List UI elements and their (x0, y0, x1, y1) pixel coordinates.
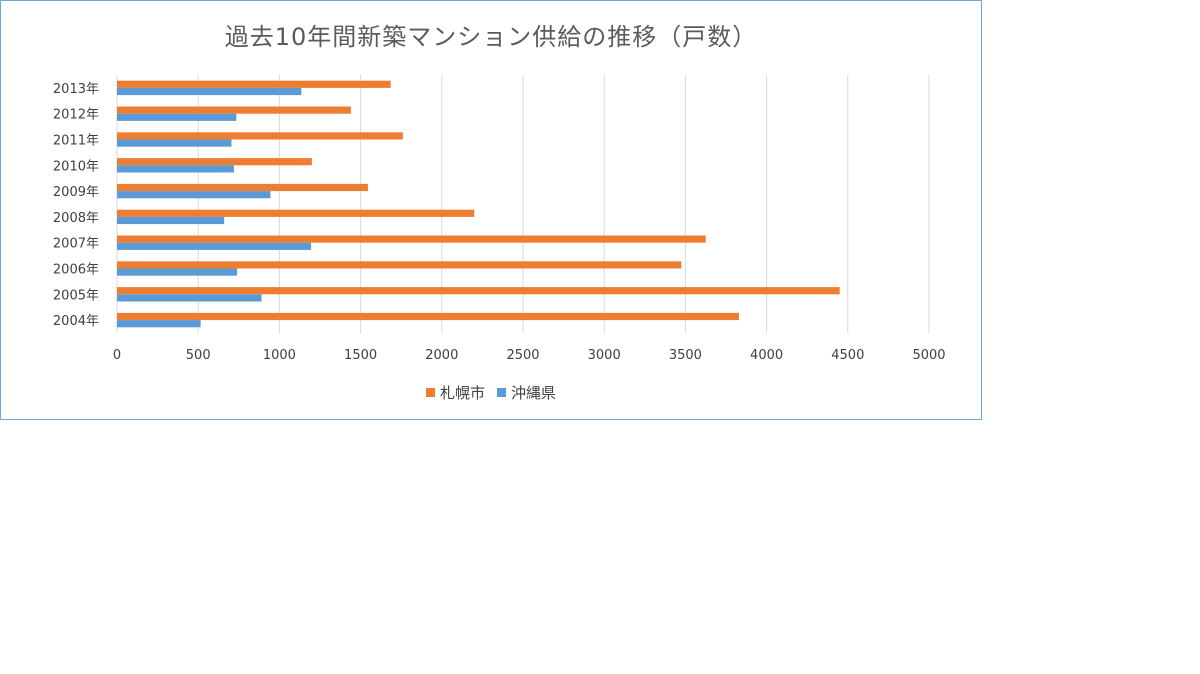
bar-series-2-5 (117, 216, 225, 225)
bar-series-2-4 (117, 242, 312, 250)
bar-series-2-7 (117, 165, 234, 173)
y-tick-label: 2004年 (53, 314, 99, 329)
chart-frame: 過去10年間新築マンション供給の推移（戸数） 2004年 2005年 2006年 20… (0, 0, 982, 420)
bar-series-1-8 (117, 132, 403, 140)
x-tick-label: 4000 (750, 348, 783, 363)
bar-series-1-3 (117, 261, 682, 269)
y-tick-label: 2009年 (53, 185, 99, 200)
y-tick-label: 2013年 (53, 82, 99, 97)
bar-series-2-10 (117, 87, 302, 96)
y-tick-label: 2006年 (53, 263, 99, 278)
y-tick-label: 2008年 (53, 211, 99, 226)
x-tick-label: 4500 (831, 348, 864, 363)
x-tick-label: 1500 (344, 348, 377, 363)
bar-series-1-7 (117, 158, 312, 166)
x-tick-label: 5000 (912, 348, 945, 363)
bar-series-2-9 (117, 113, 237, 121)
y-tick-label: 2010年 (53, 159, 99, 174)
legend-label-series-2: 沖縄県 (511, 384, 557, 402)
bar-series-1-9 (117, 106, 351, 114)
chart-plot: 2004年 2005年 2006年 2007年 2008年 2009年 2010年 2011年… (53, 75, 946, 363)
y-tick-label: 2011年 (53, 134, 99, 149)
x-tick-label: 3500 (669, 348, 702, 363)
y-tick-labels: 2004年 2005年 2006年 2007年 2008年 2009年 2010年 2011年… (53, 82, 99, 329)
chart-title: 過去10年間新築マンション供給の推移（戸数） (224, 23, 758, 51)
bar-series-2-8 (117, 139, 232, 147)
x-tick-label: 1000 (263, 348, 296, 363)
bar-series-1-6 (117, 183, 368, 192)
legend-label-series-1: 札幌市 (439, 384, 485, 402)
bar-series-1-10 (117, 80, 391, 88)
legend-swatch-series-2 (497, 388, 506, 397)
bar-series-1-2 (117, 287, 840, 295)
legend: 札幌市 沖縄県 (1, 382, 981, 403)
x-tick-label: 2500 (506, 348, 539, 363)
legend-item-series-2: 沖縄県 (497, 382, 556, 403)
x-tick-label: 2000 (425, 348, 458, 363)
bar-series-2-2 (117, 294, 262, 302)
y-tick-label: 2005年 (53, 288, 99, 303)
y-tick-label: 2007年 (53, 237, 99, 252)
x-tick-label: 3000 (588, 348, 621, 363)
bars (117, 80, 840, 328)
y-tick-label: 2012年 (53, 108, 99, 123)
bar-series-2-3 (117, 268, 238, 276)
bar-series-2-1 (117, 320, 201, 328)
bar-series-1-5 (117, 209, 475, 217)
bar-series-1-4 (117, 235, 706, 243)
legend-item-series-1: 札幌市 (425, 382, 485, 403)
legend-swatch-series-1 (425, 388, 435, 397)
bar-series-1-1 (117, 312, 739, 321)
x-tick-label: 500 (186, 348, 211, 363)
bar-series-2-6 (117, 191, 271, 199)
x-tick-label: 0 (113, 348, 121, 363)
empty-area (0, 420, 1200, 674)
x-tick-labels: 0 500 1000 1500 2000 2500 3000 3500 4000 4500 5000 (113, 348, 946, 363)
